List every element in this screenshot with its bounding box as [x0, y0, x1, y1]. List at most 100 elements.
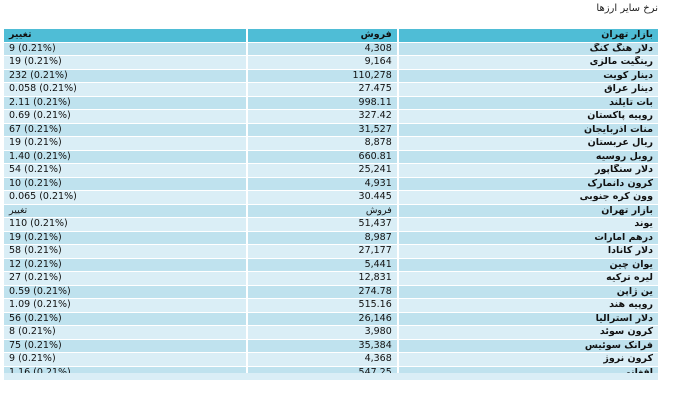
sell-cell: 25,241: [247, 164, 397, 177]
change-cell: 0.59 (0.21%): [4, 285, 246, 298]
currency-name-cell: یوان چین: [398, 258, 658, 271]
page-title: نرخ سایر ارزها: [596, 3, 658, 14]
table-row: 0.69 (0.21%) 327.42 روپیه پاکستان: [4, 110, 658, 123]
sell-cell: 35,384: [247, 339, 397, 352]
change-cell: 232 (0.21%): [4, 69, 246, 82]
table-row: 10 (0.21%) 4,931 کرون دانمارک: [4, 177, 658, 190]
change-cell: 0.69 (0.21%): [4, 110, 246, 123]
table-row: 0.59 (0.21%) 274.78 ین ژاپن: [4, 285, 658, 298]
sell-cell: 4,368: [247, 353, 397, 366]
change-cell: 54 (0.21%): [4, 164, 246, 177]
subheader-sell: فروش: [247, 204, 397, 217]
change-cell: 10 (0.21%): [4, 177, 246, 190]
sell-cell: 274.78: [247, 285, 397, 298]
table-row: 0.058 (0.21%) 27.475 دینار عراق: [4, 83, 658, 96]
sell-cell: 327.42: [247, 110, 397, 123]
currency-name-cell: منات آذربایجان: [398, 123, 658, 136]
change-cell: 2.11 (0.21%): [4, 96, 246, 109]
change-cell: 27 (0.21%): [4, 272, 246, 285]
sell-cell: 27.475: [247, 83, 397, 96]
change-cell: 110 (0.21%): [4, 218, 246, 231]
sell-cell: 12,831: [247, 272, 397, 285]
table-row: 27 (0.21%) 12,831 لیره ترکیه: [4, 272, 658, 285]
sell-cell: 30.445: [247, 191, 397, 204]
table-row: 1.09 (0.21%) 515.16 روپیه هند: [4, 299, 658, 312]
currency-name-cell: روبل روسیه: [398, 150, 658, 163]
table-row: 12 (0.21%) 5,441 یوان چین: [4, 258, 658, 271]
currency-name-cell: دلار هنگ کنگ: [398, 42, 658, 55]
sell-cell: 660.81: [247, 150, 397, 163]
currency-name-cell: دلار سنگاپور: [398, 164, 658, 177]
change-cell: 75 (0.21%): [4, 339, 246, 352]
change-cell: 19 (0.21%): [4, 56, 246, 69]
table-header-row: تغییر فروش بازار تهران: [4, 29, 658, 42]
currency-rates-table: تغییر فروش بازار تهران 9 (0.21%) 4,308 دلا…: [2, 28, 660, 380]
currency-name-cell: روپیه هند: [398, 299, 658, 312]
table-row: 1.40 (0.21%) 660.81 روبل روسیه: [4, 150, 658, 163]
sell-cell: 5,441: [247, 258, 397, 271]
header-change: تغییر: [4, 29, 246, 42]
change-cell: 1.40 (0.21%): [4, 150, 246, 163]
change-cell: 12 (0.21%): [4, 258, 246, 271]
change-cell: 56 (0.21%): [4, 312, 246, 325]
change-cell: 67 (0.21%): [4, 123, 246, 136]
change-cell: 0.065 (0.21%): [4, 191, 246, 204]
table-row: 9 (0.21%) 4,308 دلار هنگ کنگ: [4, 42, 658, 55]
table-row: 0.065 (0.21%) 30.445 وون کره جنوبی: [4, 191, 658, 204]
currency-name-cell: درهم امارات: [398, 231, 658, 244]
sell-cell: 4,931: [247, 177, 397, 190]
sell-cell: 110,278: [247, 69, 397, 82]
subheader-market: بازار تهران: [398, 204, 658, 217]
currency-name-cell: لیره ترکیه: [398, 272, 658, 285]
currency-name-cell: دینار کویت: [398, 69, 658, 82]
sell-cell: 998.11: [247, 96, 397, 109]
currency-name-cell: یوند: [398, 218, 658, 231]
change-cell: 9 (0.21%): [4, 42, 246, 55]
currency-name-cell: دلار استرالیا: [398, 312, 658, 325]
sell-cell: 26,146: [247, 312, 397, 325]
table-footer-bar: [4, 373, 658, 380]
sell-cell: 4,308: [247, 42, 397, 55]
sell-cell: 8,878: [247, 137, 397, 150]
change-cell: 19 (0.21%): [4, 231, 246, 244]
sell-cell: 8,987: [247, 231, 397, 244]
change-cell: 0.058 (0.21%): [4, 83, 246, 96]
currency-name-cell: بات تایلند: [398, 96, 658, 109]
currency-name-cell: فرانک سوئیس: [398, 339, 658, 352]
table-row: 19 (0.21%) 8,878 ریال عربستان: [4, 137, 658, 150]
sell-cell: 3,980: [247, 326, 397, 339]
change-cell: 8 (0.21%): [4, 326, 246, 339]
currency-name-cell: دینار عراق: [398, 83, 658, 96]
currency-name-cell: کرون نروژ: [398, 353, 658, 366]
table-row: 67 (0.21%) 31,527 منات آذربایجان: [4, 123, 658, 136]
table-row: 9 (0.21%) 4,368 کرون نروژ: [4, 353, 658, 366]
sell-cell: 515.16: [247, 299, 397, 312]
sell-cell: 31,527: [247, 123, 397, 136]
change-cell: 19 (0.21%): [4, 137, 246, 150]
subheader-change: تغییر: [4, 204, 246, 217]
table-row: 56 (0.21%) 26,146 دلار استرالیا: [4, 312, 658, 325]
table-row: 8 (0.21%) 3,980 کرون سوئد: [4, 326, 658, 339]
sell-cell: 51,437: [247, 218, 397, 231]
currency-name-cell: رینگیت مالزی: [398, 56, 658, 69]
rates-table-body: تغییر فروش بازار تهران 9 (0.21%) 4,308 دلا…: [4, 29, 658, 379]
sell-cell: 27,177: [247, 245, 397, 258]
table-row: 232 (0.21%) 110,278 دینار کویت: [4, 69, 658, 82]
change-cell: 1.09 (0.21%): [4, 299, 246, 312]
currency-name-cell: کرون دانمارک: [398, 177, 658, 190]
currency-name-cell: ین ژاپن: [398, 285, 658, 298]
sell-cell: 9,164: [247, 56, 397, 69]
table-row: 58 (0.21%) 27,177 دلار کانادا: [4, 245, 658, 258]
table-row: 54 (0.21%) 25,241 دلار سنگاپور: [4, 164, 658, 177]
change-cell: 58 (0.21%): [4, 245, 246, 258]
currency-name-cell: وون کره جنوبی: [398, 191, 658, 204]
table-row: 19 (0.21%) 8,987 درهم امارات: [4, 231, 658, 244]
table-row: 110 (0.21%) 51,437 یوند: [4, 218, 658, 231]
currency-name-cell: کرون سوئد: [398, 326, 658, 339]
table-row: 75 (0.21%) 35,384 فرانک سوئیس: [4, 339, 658, 352]
currency-name-cell: روپیه پاکستان: [398, 110, 658, 123]
table-subheader-row: تغییر فروش بازار تهران: [4, 204, 658, 217]
table-row: 19 (0.21%) 9,164 رینگیت مالزی: [4, 56, 658, 69]
header-sell: فروش: [247, 29, 397, 42]
header-market: بازار تهران: [398, 29, 658, 42]
